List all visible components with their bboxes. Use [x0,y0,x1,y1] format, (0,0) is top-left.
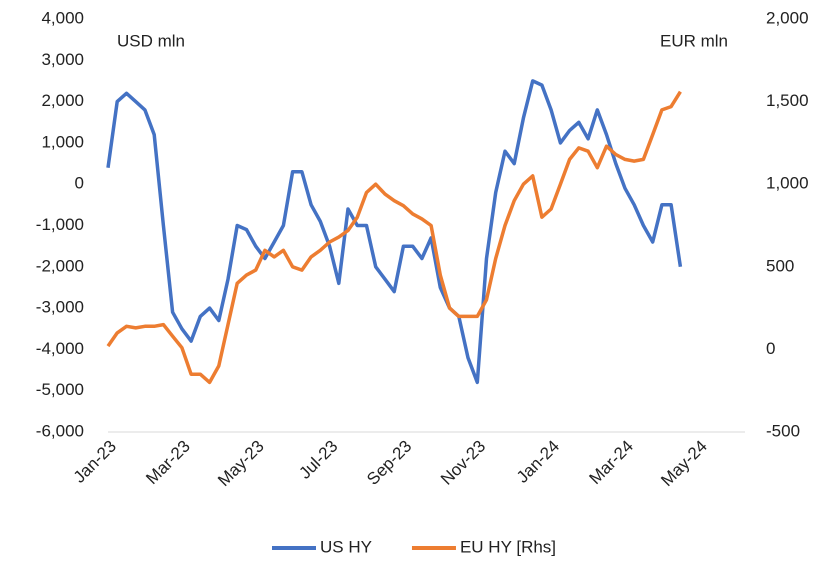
x-tick-label: Nov-23 [437,437,489,489]
y-tick-label: -5,000 [36,380,84,399]
y-tick-label: 3,000 [41,50,84,69]
y2-tick-label: 2,000 [766,8,809,27]
left-axis-unit: USD mln [117,31,185,50]
y-tick-label: 4,000 [41,8,84,27]
y-tick-label: 0 [75,174,84,193]
y-tick-label: -2,000 [36,256,84,275]
y2-tick-label: 1,500 [766,91,809,110]
legend-label: US HY [320,537,372,556]
y-tick-label: 1,000 [41,132,84,151]
x-tick-label: Sep-23 [363,437,415,489]
y2-tick-label: 0 [766,339,775,358]
y-tick-label: -4,000 [36,339,84,358]
x-tick-label: May-23 [214,437,268,491]
right-axis-unit: EUR mln [660,31,728,50]
x-tick-label: Jan-24 [513,437,563,487]
x-tick-label: Jul-23 [295,437,341,483]
line-series [106,79,683,385]
y-tick-label: -3,000 [36,298,84,317]
y-tick-label: 2,000 [41,91,84,110]
y-tick-label: -6,000 [36,421,84,440]
x-tick-label: May-24 [657,437,711,491]
x-tick-label: Mar-24 [585,437,637,489]
line-series [106,90,682,385]
legend-label: EU HY [Rhs] [460,537,556,556]
y2-tick-label: -500 [766,421,800,440]
y2-tick-label: 1,000 [766,174,809,193]
y-tick-label: -1,000 [36,215,84,234]
x-tick-label: Mar-23 [142,437,194,489]
y2-tick-label: 500 [766,256,794,275]
x-tick-label: Jan-23 [70,437,120,487]
